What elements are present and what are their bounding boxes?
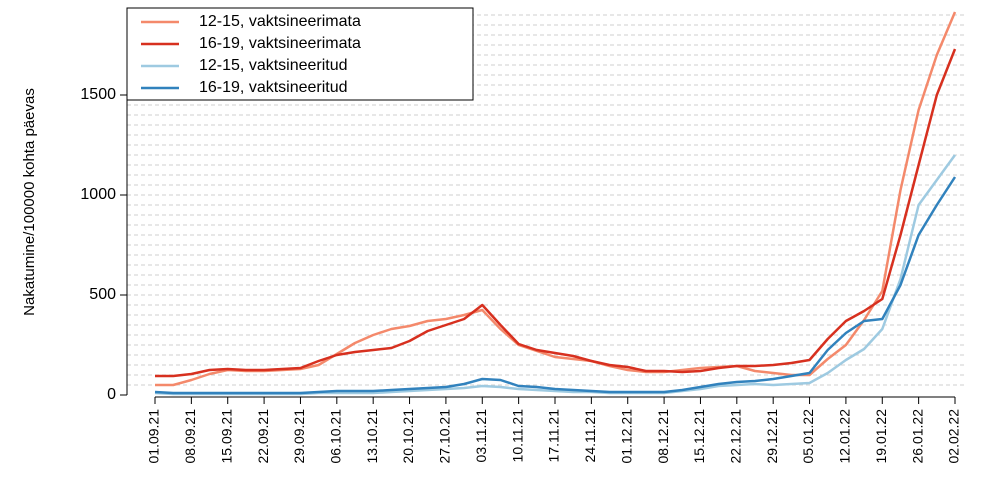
x-tick-label: 26.01.22 bbox=[909, 409, 925, 464]
legend-label: 12-15, vaktsineeritud bbox=[199, 57, 348, 74]
y-tick-label: 0 bbox=[107, 386, 116, 403]
x-tick-label: 02.02.22 bbox=[946, 409, 962, 464]
series-line bbox=[155, 48, 957, 378]
x-tick-label: 08.09.21 bbox=[182, 409, 198, 464]
y-tick-label: 1500 bbox=[80, 86, 116, 103]
x-tick-label: 24.11.21 bbox=[582, 409, 598, 463]
x-tick-label: 19.01.22 bbox=[873, 409, 889, 464]
x-tick-label: 15.12.21 bbox=[691, 409, 707, 464]
x-tick-label: 29.12.21 bbox=[764, 409, 780, 464]
x-tick-label: 29.09.21 bbox=[291, 409, 307, 464]
x-tick-label: 22.12.21 bbox=[728, 409, 744, 464]
x-tick-label: 27.10.21 bbox=[437, 409, 453, 464]
legend-label: 16-19, vaktsineeritud bbox=[199, 79, 348, 96]
x-tick-label: 15.09.21 bbox=[218, 409, 234, 464]
x-tick-label: 06.10.21 bbox=[328, 409, 344, 464]
legend-box bbox=[126, 7, 474, 101]
x-tick-label: 22.09.21 bbox=[255, 409, 271, 464]
x-tick-label: 01.12.21 bbox=[618, 409, 634, 464]
y-tick-label: 1000 bbox=[80, 186, 116, 203]
x-tick-label: 03.11.21 bbox=[473, 409, 489, 463]
x-tick-label: 05.01.22 bbox=[800, 409, 816, 464]
y-tick-label: 500 bbox=[89, 286, 116, 303]
x-tick-label: 20.10.21 bbox=[400, 409, 416, 464]
y-axis-title: Nakatumine/100000 kohta päevas bbox=[21, 88, 38, 316]
x-tick-label: 01.09.21 bbox=[146, 409, 162, 464]
x-tick-label: 08.12.21 bbox=[655, 409, 671, 464]
x-tick-label: 12.01.22 bbox=[837, 409, 853, 464]
series-line bbox=[154, 176, 957, 395]
x-tick-label: 10.11.21 bbox=[509, 409, 525, 463]
legend-label: 12-15, vaktsineerimata bbox=[199, 13, 361, 30]
x-tick-label: 17.11.21 bbox=[546, 409, 562, 463]
legend-label: 16-19, vaktsineerimata bbox=[199, 35, 361, 52]
x-tick-label: 13.10.21 bbox=[364, 409, 380, 464]
